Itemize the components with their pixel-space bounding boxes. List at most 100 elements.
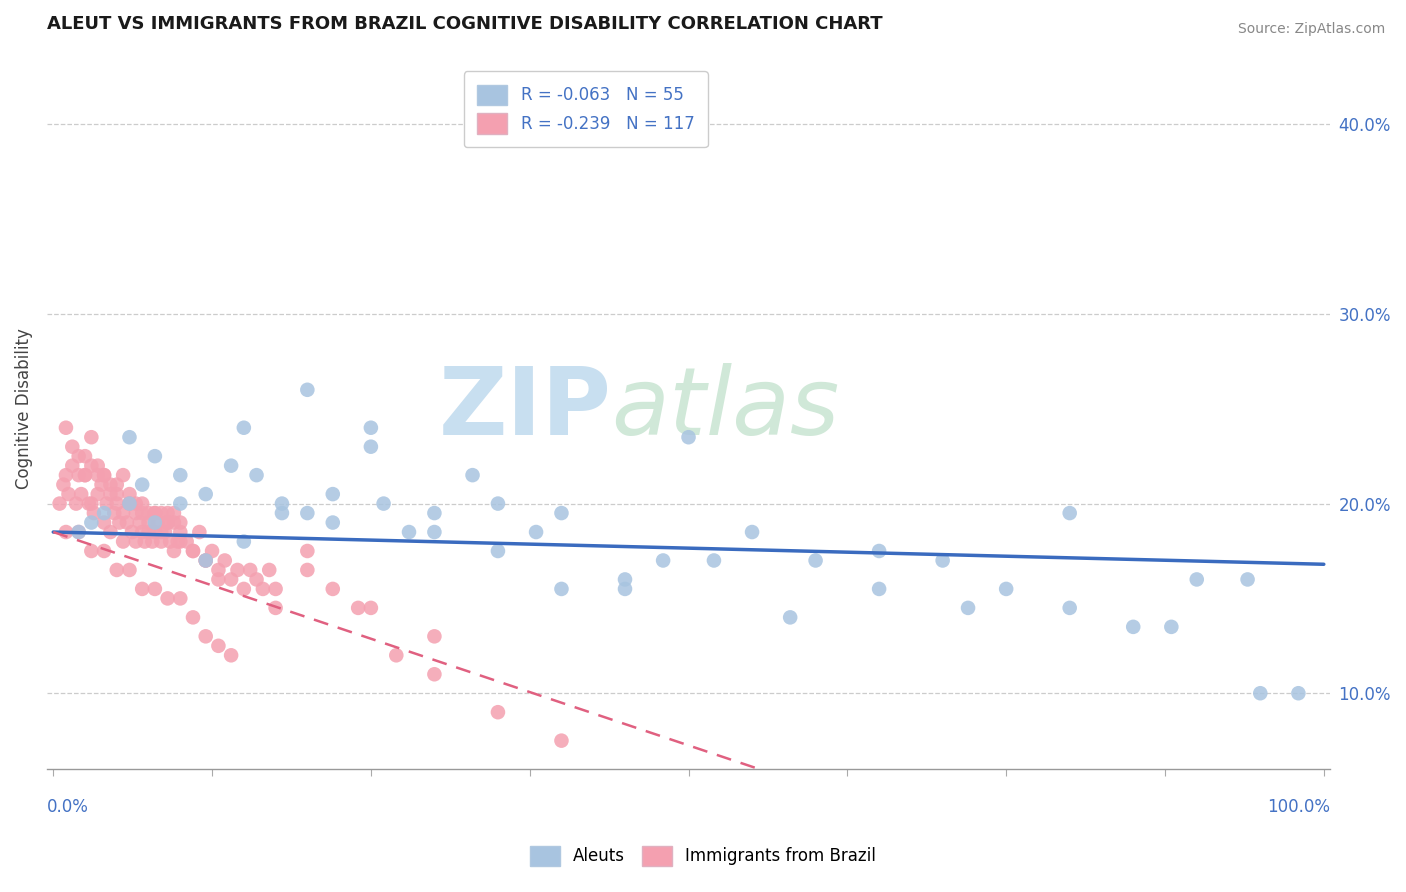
Point — [93, 468, 115, 483]
Point — [118, 497, 141, 511]
Point — [1059, 600, 1081, 615]
Point — [121, 524, 143, 539]
Point — [105, 477, 128, 491]
Point — [118, 430, 141, 444]
Point — [73, 449, 96, 463]
Point — [67, 524, 90, 539]
Point — [143, 524, 166, 539]
Point — [373, 497, 395, 511]
Point — [423, 667, 446, 681]
Point — [207, 639, 229, 653]
Point — [360, 421, 382, 435]
Point — [112, 506, 135, 520]
Point — [1160, 620, 1182, 634]
Point — [297, 544, 319, 558]
Point — [245, 573, 267, 587]
Text: ZIP: ZIP — [439, 363, 612, 455]
Point — [80, 516, 103, 530]
Point — [70, 487, 93, 501]
Point — [105, 487, 128, 501]
Point — [118, 497, 141, 511]
Point — [153, 524, 176, 539]
Point — [138, 516, 160, 530]
Point — [150, 524, 173, 539]
Point — [163, 506, 186, 520]
Point — [169, 524, 191, 539]
Point — [93, 544, 115, 558]
Point — [80, 458, 103, 473]
Point — [90, 477, 112, 491]
Point — [108, 516, 131, 530]
Point — [194, 553, 217, 567]
Point — [169, 516, 191, 530]
Point — [80, 544, 103, 558]
Point — [1122, 620, 1144, 634]
Point — [995, 582, 1018, 596]
Point — [48, 497, 70, 511]
Point — [423, 524, 446, 539]
Point — [118, 563, 141, 577]
Point — [141, 534, 163, 549]
Point — [58, 487, 80, 501]
Point — [614, 582, 637, 596]
Point — [163, 516, 186, 530]
Point — [96, 497, 118, 511]
Point — [297, 383, 319, 397]
Point — [271, 506, 294, 520]
Point — [207, 573, 229, 587]
Point — [486, 705, 509, 719]
Point — [239, 563, 262, 577]
Point — [131, 497, 153, 511]
Point — [100, 487, 122, 501]
Point — [257, 563, 280, 577]
Point — [163, 544, 186, 558]
Point — [143, 506, 166, 520]
Point — [181, 544, 204, 558]
Point — [105, 497, 128, 511]
Point — [60, 440, 83, 454]
Point — [219, 458, 242, 473]
Text: 100.0%: 100.0% — [1267, 798, 1330, 816]
Point — [614, 573, 637, 587]
Y-axis label: Cognitive Disability: Cognitive Disability — [15, 328, 32, 489]
Point — [150, 534, 173, 549]
Point — [232, 534, 254, 549]
Point — [131, 582, 153, 596]
Point — [80, 430, 103, 444]
Point — [55, 524, 77, 539]
Point — [55, 468, 77, 483]
Point — [1236, 573, 1258, 587]
Point — [73, 468, 96, 483]
Point — [322, 487, 344, 501]
Point — [159, 534, 181, 549]
Point — [80, 497, 103, 511]
Point — [169, 534, 191, 549]
Point — [100, 524, 122, 539]
Point — [741, 524, 763, 539]
Point — [156, 506, 179, 520]
Point — [138, 506, 160, 520]
Text: ALEUT VS IMMIGRANTS FROM BRAZIL COGNITIVE DISABILITY CORRELATION CHART: ALEUT VS IMMIGRANTS FROM BRAZIL COGNITIV… — [46, 15, 883, 33]
Point — [134, 534, 156, 549]
Point — [219, 648, 242, 663]
Point — [297, 506, 319, 520]
Point — [143, 449, 166, 463]
Point — [105, 563, 128, 577]
Point — [1249, 686, 1271, 700]
Point — [201, 544, 224, 558]
Point — [957, 600, 980, 615]
Point — [169, 591, 191, 606]
Point — [423, 506, 446, 520]
Point — [118, 487, 141, 501]
Point — [347, 600, 370, 615]
Point — [779, 610, 801, 624]
Point — [868, 582, 890, 596]
Point — [188, 524, 211, 539]
Point — [103, 506, 125, 520]
Point — [931, 553, 953, 567]
Point — [156, 516, 179, 530]
Point — [86, 487, 108, 501]
Text: 0.0%: 0.0% — [46, 798, 89, 816]
Point — [181, 544, 204, 558]
Point — [1185, 573, 1208, 587]
